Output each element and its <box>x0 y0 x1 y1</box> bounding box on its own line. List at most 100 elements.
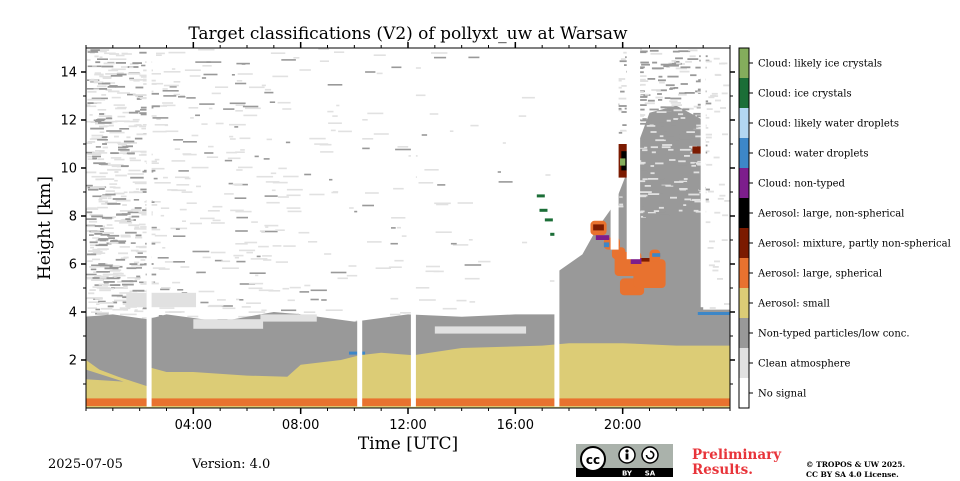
upper-texture-right <box>657 161 664 163</box>
clean-atmosphere-speckle <box>91 137 107 140</box>
clean-atmosphere-speckle <box>90 80 95 83</box>
clean-atmosphere-speckle <box>391 227 396 229</box>
clean-atmosphere-speckle <box>231 74 235 76</box>
upper-texture-far-right <box>709 307 716 309</box>
upper-texture-right <box>641 205 645 207</box>
clean-atmosphere-speckle <box>134 278 140 280</box>
upper-texture-left <box>140 151 149 153</box>
upper-texture-right <box>679 70 690 73</box>
upper-texture-right <box>679 148 691 151</box>
x-axis-label: Time [UTC] <box>358 434 458 454</box>
upper-texture-right <box>620 129 627 132</box>
upper-texture-right <box>687 133 694 136</box>
upper-texture-left <box>99 75 104 78</box>
upper-texture-left <box>99 50 107 53</box>
upper-texture-far-right <box>706 163 713 166</box>
upper-texture-right <box>618 105 628 107</box>
clean-atmosphere-speckle <box>109 183 118 185</box>
upper-texture-left <box>140 283 150 285</box>
clean-atmosphere-speckle <box>235 243 248 245</box>
upper-texture-left <box>96 311 109 314</box>
clean-atmosphere-speckle <box>92 258 101 261</box>
upper-texture-left <box>98 243 108 246</box>
clean-atmosphere-speckle <box>236 216 248 219</box>
upper-texture-left <box>102 217 113 219</box>
clean-atmosphere-speckle <box>99 131 105 133</box>
upper-texture-right <box>664 137 671 140</box>
clean-atmosphere-speckle <box>171 68 176 70</box>
sharealike-icon <box>641 446 659 464</box>
clean-atmosphere-speckle <box>134 309 138 311</box>
upper-texture-far-right <box>711 92 718 95</box>
upper-texture-left <box>109 53 120 55</box>
clean-atmosphere-speckle <box>97 118 106 121</box>
clean-atmosphere-speckle <box>115 274 126 277</box>
upper-texture-left <box>104 267 119 270</box>
upper-texture-left <box>121 144 126 147</box>
upper-texture-right <box>670 125 677 127</box>
clean-atmosphere-speckle <box>95 312 109 315</box>
clean-atmosphere-speckle <box>334 51 345 53</box>
upper-texture-right <box>655 139 666 142</box>
clean-atmosphere-speckle <box>119 246 130 248</box>
clean-atmosphere-speckle <box>172 281 181 284</box>
upper-texture-left <box>107 85 116 88</box>
clean-atmosphere-speckle <box>168 311 185 313</box>
clean-atmosphere-speckle <box>287 299 295 302</box>
upper-texture-right <box>647 78 656 80</box>
upper-texture-left <box>129 280 138 283</box>
colorbar-swatch <box>739 168 749 198</box>
upper-texture-right <box>667 64 679 67</box>
upper-texture-left <box>115 258 126 261</box>
clean-atmosphere-speckle <box>277 101 291 104</box>
upper-texture-right <box>642 149 648 152</box>
clean-atmosphere-speckle <box>436 203 449 206</box>
upper-texture-right <box>668 187 678 190</box>
upper-texture-left <box>113 186 121 189</box>
clean-atmosphere-speckle <box>87 260 93 262</box>
upper-texture-right <box>656 89 667 92</box>
upper-texture-left <box>90 127 104 130</box>
upper-texture-right <box>639 180 646 183</box>
clean-atmosphere-speckle <box>127 277 141 279</box>
clean-atmosphere-speckle <box>393 187 404 190</box>
date-label: 2025-07-05 <box>48 457 123 472</box>
clean-atmosphere-speckle <box>299 69 311 71</box>
clean-atmosphere-speckle <box>235 104 245 106</box>
upper-texture-right <box>638 166 644 169</box>
clean-atmosphere-speckle <box>127 211 144 214</box>
upper-texture-left <box>102 77 112 79</box>
upper-texture-left <box>139 212 153 215</box>
upper-texture-right <box>679 138 691 140</box>
upper-texture-right <box>690 74 697 77</box>
clean-atmosphere-speckle <box>325 309 343 311</box>
clean-atmosphere-speckle <box>365 71 376 73</box>
clean-atmosphere-speckle <box>249 272 266 274</box>
y-tick-label: 10 <box>60 162 77 177</box>
upper-texture-right <box>675 165 680 168</box>
upper-texture-right <box>694 138 698 141</box>
plume-edge-class <box>641 258 650 262</box>
clean-atmosphere-speckle <box>240 149 245 151</box>
upper-texture-left <box>123 199 131 202</box>
svg-text:SA: SA <box>645 470 656 478</box>
clean-atmosphere-speckle <box>375 267 391 269</box>
clean-atmosphere-speckle <box>89 114 93 116</box>
no-signal-gap <box>610 48 619 250</box>
clean-atmosphere-speckle <box>164 124 169 127</box>
clean-atmosphere-speckle <box>263 158 270 160</box>
clean-atmosphere-speckle <box>198 48 215 51</box>
clean-atmosphere-speckle <box>230 209 244 212</box>
clean-atmosphere-speckle <box>91 97 108 100</box>
clean-atmosphere-speckle <box>101 120 118 123</box>
clean-atmosphere-speckle <box>234 126 239 128</box>
upper-texture-left <box>105 73 118 75</box>
clean-atmosphere-speckle <box>211 222 225 224</box>
clean-atmosphere-speckle <box>99 289 111 292</box>
clean-atmosphere-speckle <box>211 92 221 95</box>
upper-texture-right <box>619 60 631 63</box>
clean-atmosphere-speckle <box>115 120 130 122</box>
upper-texture-far-right <box>724 303 730 305</box>
upper-texture-far-right <box>713 156 720 159</box>
upper-texture-right <box>665 84 675 87</box>
